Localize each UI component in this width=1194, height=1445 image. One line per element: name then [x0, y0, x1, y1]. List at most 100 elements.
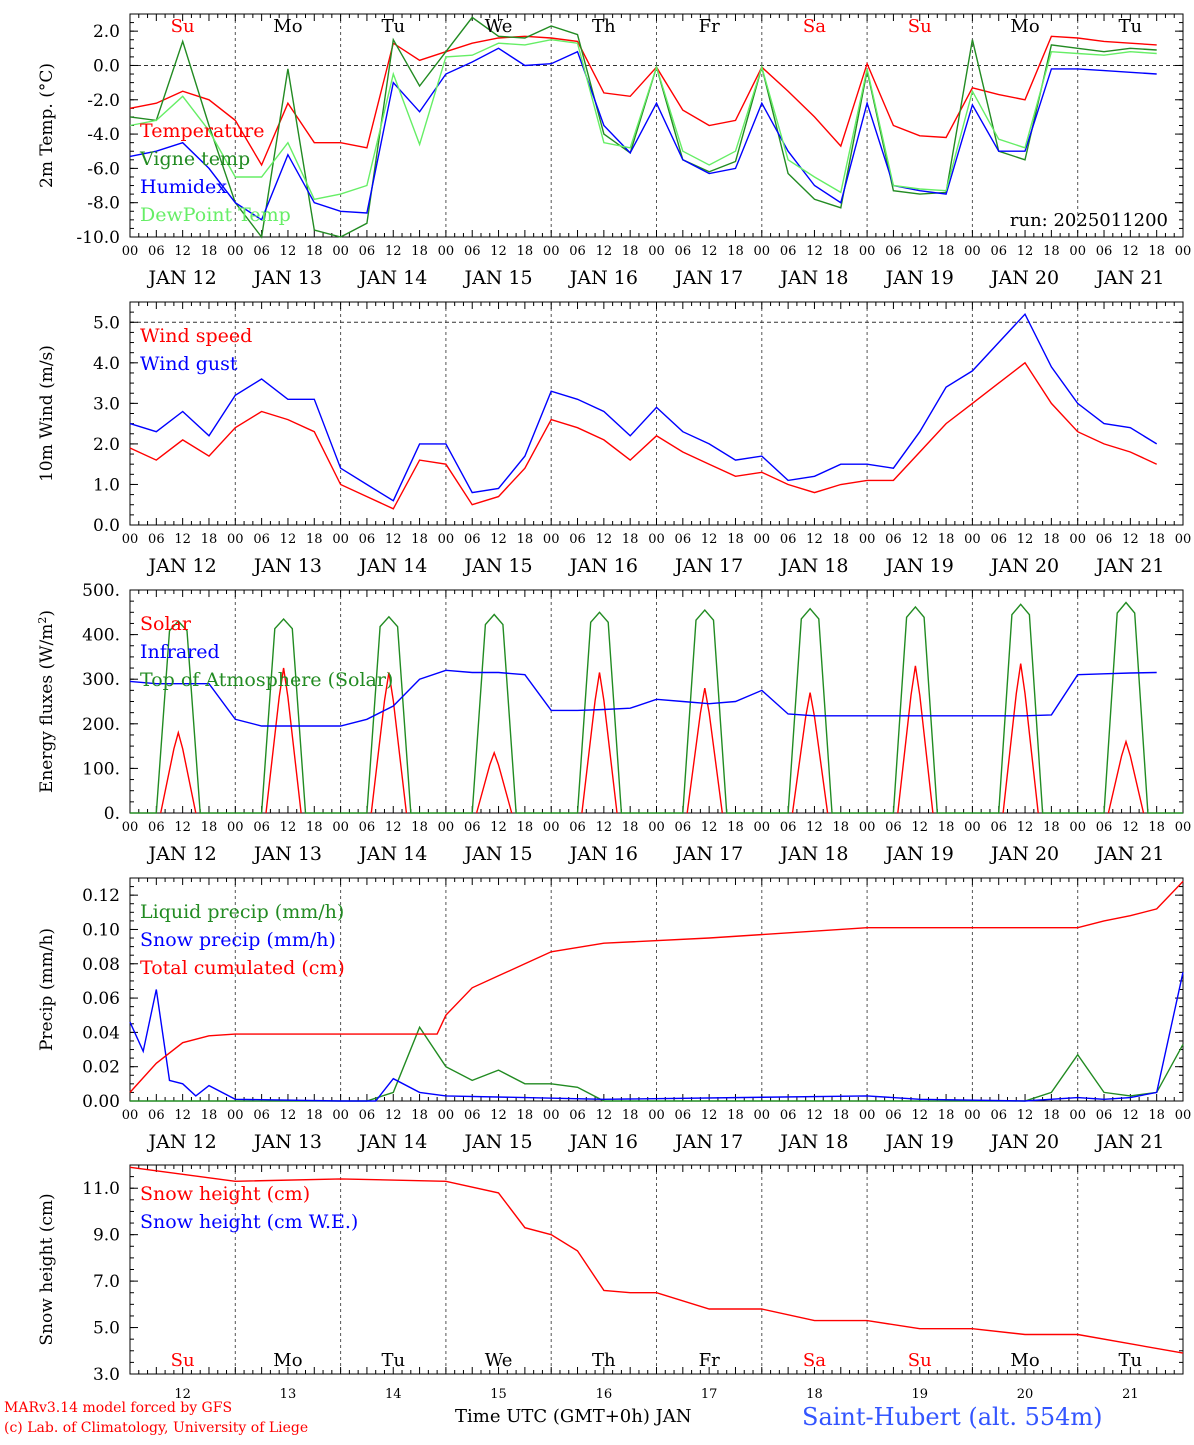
date-label: JAN 19 — [884, 843, 954, 865]
series-line-2 — [129, 47, 1157, 221]
y-tick-label: -6.0 — [87, 159, 120, 179]
hour-label: 12 — [1017, 244, 1034, 259]
solar-line — [475, 750, 513, 814]
hour-label: 12 — [385, 820, 402, 835]
hour-label: 12 — [911, 820, 928, 835]
y-axis-label: 2m Temp. (°C) — [37, 63, 57, 188]
y-tick-label: -10.0 — [76, 228, 120, 248]
hour-label: 00 — [332, 532, 349, 547]
hour-label: 00 — [1069, 244, 1086, 259]
legend-entry: Snow height (cm) — [140, 1183, 310, 1205]
hour-label: 18 — [1148, 244, 1165, 259]
hour-label: 18 — [411, 244, 428, 259]
hour-label: 06 — [253, 820, 270, 835]
solar-line — [265, 667, 302, 814]
hour-label: 12 — [701, 244, 718, 259]
hour-label: 06 — [885, 1108, 902, 1123]
date-label: JAN 16 — [568, 843, 638, 865]
hour-label: 12 — [174, 820, 191, 835]
solar-line — [581, 672, 618, 814]
hour-label: 18 — [622, 244, 639, 259]
hour-label: 00 — [964, 244, 981, 259]
panel-snow: 3.0 5.0 7.0 9.0 11.0 Snow height (cm) Snow hei… — [37, 1164, 1184, 1402]
hour-label: 00 — [332, 820, 349, 835]
date-label: JAN 14 — [357, 267, 427, 289]
hour-label: 06 — [569, 532, 586, 547]
y-tick-label: 0. — [104, 804, 120, 824]
legend-entry: Wind gust — [140, 353, 238, 375]
hour-label: 12 — [806, 532, 823, 547]
hour-label: 12 — [911, 244, 928, 259]
date-label: JAN 12 — [147, 555, 217, 577]
hour-label: 06 — [464, 1108, 481, 1123]
hour-label: 12 — [701, 532, 718, 547]
date-label: JAN 16 — [568, 1131, 638, 1153]
hour-label: 18 — [411, 820, 428, 835]
hour-label: 00 — [438, 244, 455, 259]
hour-label: 12 — [280, 244, 297, 259]
hour-label: 00 — [754, 1108, 771, 1123]
hour-label: 00 — [648, 244, 665, 259]
hour-label: 06 — [885, 244, 902, 259]
legend-entry: Temperature — [140, 120, 264, 142]
day-number-label: 20 — [1017, 1387, 1034, 1402]
date-label: JAN 20 — [989, 555, 1059, 577]
hour-label: 00 — [859, 1108, 876, 1123]
hour-label: 00 — [227, 244, 244, 259]
hour-label: 00 — [438, 532, 455, 547]
day-number-label: 17 — [701, 1387, 718, 1402]
hour-label: 00 — [543, 820, 560, 835]
day-number-label: 14 — [385, 1387, 402, 1402]
hour-label: 00 — [964, 820, 981, 835]
hour-label: 00 — [859, 820, 876, 835]
footer-model: MARv3.14 model forced by GFS — [4, 1400, 233, 1416]
solar-line — [791, 692, 829, 814]
date-label: JAN 13 — [252, 267, 322, 289]
hour-label: 18 — [727, 1108, 744, 1123]
hour-label: 12 — [1017, 820, 1034, 835]
date-label: JAN 19 — [884, 555, 954, 577]
hour-label: 12 — [1122, 1108, 1139, 1123]
hour-label: 12 — [911, 532, 928, 547]
hour-label: 12 — [1122, 244, 1139, 259]
toa-solar-line — [445, 613, 552, 814]
hour-label: 18 — [411, 532, 428, 547]
legend-entry: Top of Atmosphere (Solar) — [140, 669, 393, 691]
date-label: JAN 15 — [462, 1131, 532, 1153]
weekday-label: Sa — [803, 1350, 826, 1371]
y-axis-label: Precip (mm/h) — [37, 928, 57, 1051]
plot-frame — [129, 301, 1184, 526]
hour-label: 00 — [859, 532, 876, 547]
weekday-label: Tu — [1119, 1350, 1143, 1371]
weekday-label: Mo — [273, 16, 302, 37]
y-tick-label: 11.0 — [82, 1179, 120, 1199]
legend-entry: Snow height (cm W.E.) — [140, 1211, 358, 1233]
hour-label: 06 — [148, 820, 165, 835]
date-label: JAN 14 — [357, 843, 427, 865]
y-axis-label: Energy fluxes (W/m2) — [36, 610, 58, 793]
panel-flux: 0. 100. 200. 300. 400. 500. Energy fluxes (W/m… — [36, 581, 1192, 865]
hour-label: 00 — [1069, 532, 1086, 547]
hour-label: 06 — [1096, 532, 1113, 547]
solar-line — [897, 665, 934, 814]
weekday-label: Mo — [273, 1350, 302, 1371]
hour-label: 00 — [648, 1108, 665, 1123]
y-tick-label: 0.0 — [93, 516, 120, 536]
day-number-label: 16 — [596, 1387, 613, 1402]
hour-label: 06 — [148, 1108, 165, 1123]
toa-solar-line — [235, 617, 341, 814]
hour-label: 06 — [1096, 820, 1113, 835]
hour-label: 12 — [1017, 1108, 1034, 1123]
hour-label: 12 — [490, 1108, 507, 1123]
hour-label: 00 — [122, 244, 139, 259]
hour-label: 00 — [964, 1108, 981, 1123]
date-label: JAN 20 — [989, 843, 1059, 865]
series-line-0 — [129, 1166, 1184, 1354]
weekday-label: Su — [908, 16, 932, 37]
toa-solar-line — [1077, 601, 1183, 814]
series-line-1 — [129, 312, 1158, 502]
hour-label: 00 — [754, 244, 771, 259]
hour-label: 06 — [569, 1108, 586, 1123]
hour-label: 18 — [1148, 532, 1165, 547]
series-line-3 — [129, 38, 1157, 201]
